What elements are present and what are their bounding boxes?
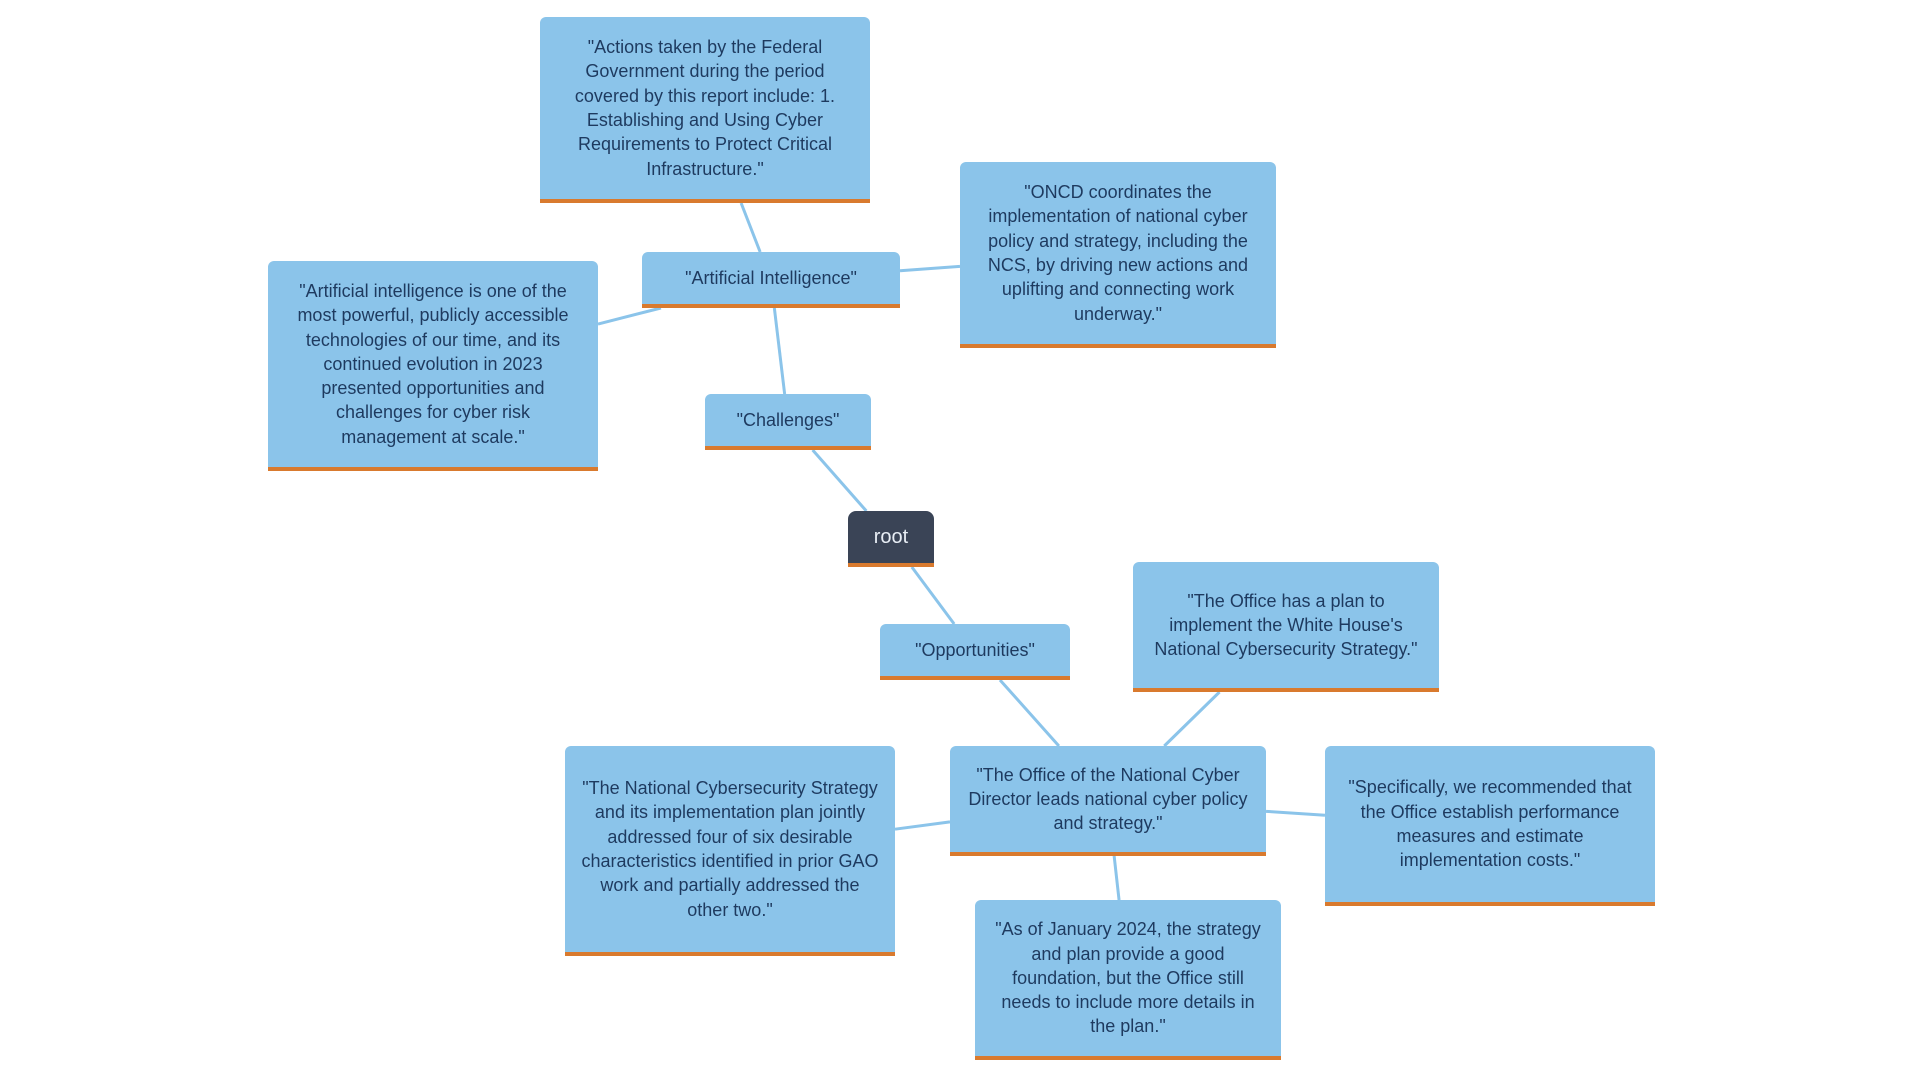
diagram-canvas: root "Challenges" "Opportunities" "Artifici…	[0, 0, 1920, 1080]
node-office_plan: "The Office has a plan to implement the …	[1133, 562, 1439, 692]
node-challenges: "Challenges"	[705, 394, 871, 450]
node-jan2024: "As of January 2024, the strategy and pl…	[975, 900, 1281, 1060]
node-oncd_coord: "ONCD coordinates the implementation of …	[960, 162, 1276, 348]
node-root: root	[848, 511, 934, 567]
node-ai: "Artificial Intelligence"	[642, 252, 900, 308]
node-actions: "Actions taken by the Federal Government…	[540, 17, 870, 203]
node-office_leads: "The Office of the National Cyber Direct…	[950, 746, 1266, 856]
node-recommend: "Specifically, we recommended that the O…	[1325, 746, 1655, 906]
node-ai_desc: "Artificial intelligence is one of the m…	[268, 261, 598, 471]
node-ncs_desc: "The National Cybersecurity Strategy and…	[565, 746, 895, 956]
node-opportunities: "Opportunities"	[880, 624, 1070, 680]
